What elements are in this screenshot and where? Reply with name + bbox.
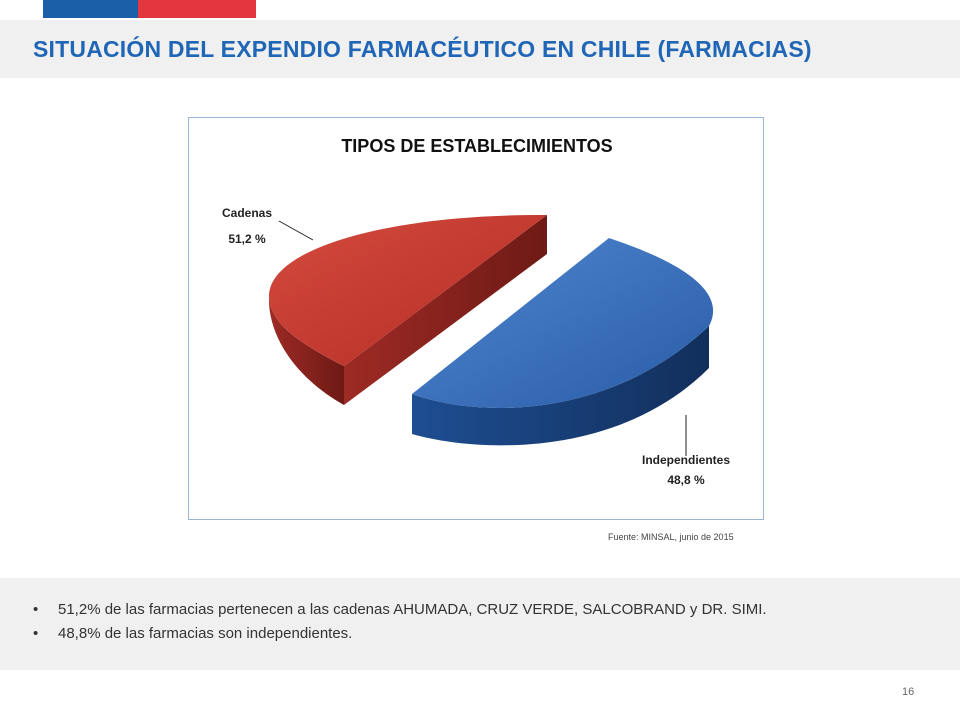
- chart-title: TIPOS DE ESTABLECIMIENTOS: [341, 136, 612, 156]
- slice-value-cadenas: 51,2 %: [228, 232, 266, 246]
- slice-label-independientes: Independientes: [642, 453, 730, 467]
- source-note: Fuente: MINSAL, junio de 2015: [608, 532, 734, 542]
- pie-slice-cadenas: [268, 214, 547, 405]
- notes-panel: • 51,2% de las farmacias pertenecen a las…: [0, 578, 960, 670]
- slice-label-cadenas: Cadenas: [222, 206, 272, 220]
- flag-stripe-blue: [43, 0, 138, 18]
- note-text: 51,2% de las farmacias pertenecen a las …: [58, 601, 767, 618]
- notes-list: • 51,2% de las farmacias pertenecen a las…: [33, 598, 767, 646]
- note-item: • 51,2% de las farmacias pertenecen a las…: [33, 598, 767, 622]
- slice-value-independientes: 48,8 %: [667, 473, 705, 487]
- title-bar: [0, 20, 960, 78]
- chart-frame: TIPOS DE ESTABLECIMIENTOS Cadenas 51,2 %…: [188, 117, 764, 520]
- pie-chart: TIPOS DE ESTABLECIMIENTOS Cadenas 51,2 %…: [222, 136, 730, 487]
- pie-slice-independientes: [412, 238, 714, 446]
- note-text: 48,8% de las farmacias son independiente…: [58, 625, 353, 642]
- bullet-icon: •: [33, 625, 39, 642]
- flag-stripe-red: [138, 0, 256, 18]
- bullet-icon: •: [33, 601, 39, 618]
- slide-title: SITUACIÓN DEL EXPENDIO FARMACÉUTICO EN C…: [33, 36, 812, 62]
- note-item: • 48,8% de las farmacias son independient…: [33, 622, 767, 646]
- page-number: 16: [902, 686, 915, 698]
